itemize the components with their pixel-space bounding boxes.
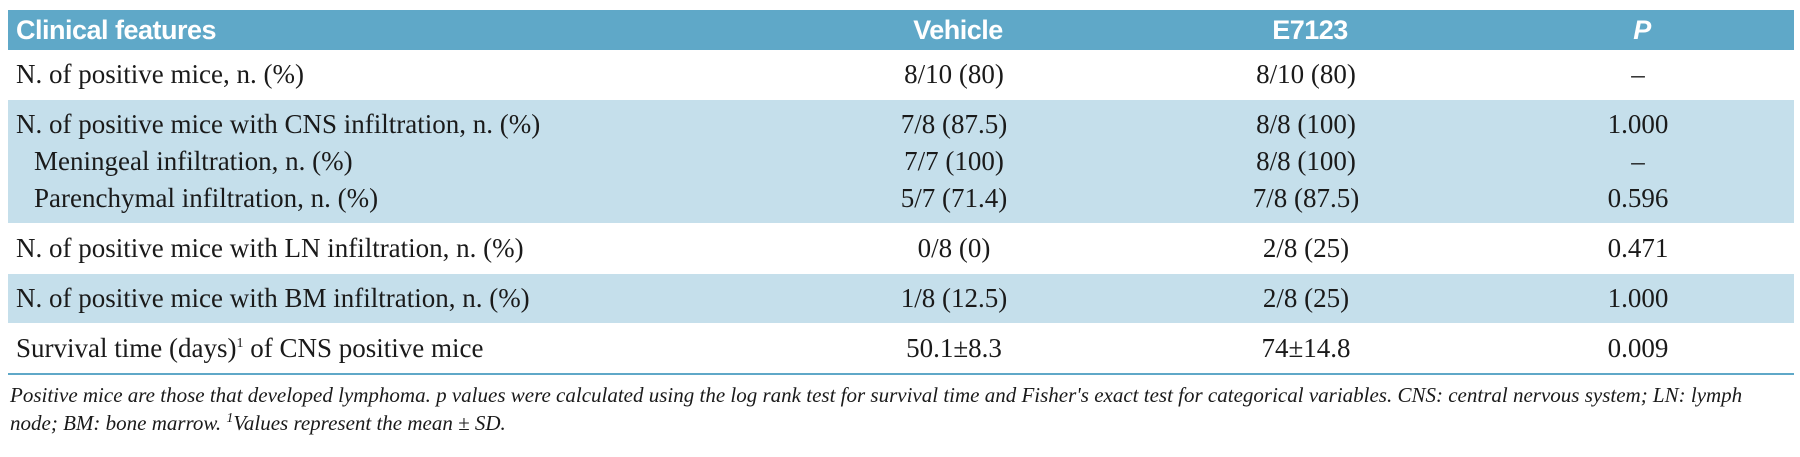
e7123-cell: 8/8 (100) — [1256, 109, 1356, 139]
e7123-cell: 7/8 (87.5) — [1252, 183, 1360, 213]
p-cell: 0.471 — [1482, 223, 1794, 274]
header-p-value: P — [1482, 10, 1794, 50]
e7123-cell: 8/8 (100) — [1256, 146, 1356, 176]
row-label-sub: Parenchymal infiltration, n. (%) — [34, 183, 379, 213]
table-header-row: Clinical features Vehicle E7123 P — [8, 10, 1794, 50]
table-row: N. of positive mice, n. (%) 8/10 (80) 8/… — [8, 50, 1794, 100]
footnote-marker: 1 — [236, 336, 244, 351]
table-row-group-cns: N. of positive mice with CNS infiltratio… — [8, 99, 1794, 224]
table-row: N. of positive mice with LN infiltration… — [8, 223, 1794, 274]
row-label-text: Survival time (days) — [16, 333, 237, 363]
p-cell: 0.596 — [1607, 183, 1669, 213]
header-e7123: E7123 — [1130, 10, 1482, 50]
vehicle-cell: 7/7 (100) — [904, 146, 1004, 176]
vehicle-cell: 1/8 (12.5) — [778, 273, 1130, 324]
header-vehicle: Vehicle — [778, 10, 1130, 50]
table-row: N. of positive mice with BM infiltration… — [8, 273, 1794, 324]
row-label: N. of positive mice, n. (%) — [8, 50, 778, 100]
vehicle-cell: 8/10 (80) — [778, 50, 1130, 100]
p-cell: – — [1482, 50, 1794, 100]
vehicle-cell: 50.1±8.3 — [778, 323, 1130, 375]
p-cell: – — [1631, 146, 1645, 176]
row-label: Survival time (days)1 of CNS positive mi… — [8, 323, 778, 375]
p-cell-group: 1.000 – 0.596 — [1482, 99, 1794, 224]
p-cell: 1.000 — [1482, 273, 1794, 324]
p-cell: 0.009 — [1482, 323, 1794, 375]
footnote-text: Positive mice are those that developed l… — [10, 383, 1743, 435]
e7123-cell: 2/8 (25) — [1130, 273, 1482, 324]
row-label-text: of CNS positive mice — [243, 333, 484, 363]
vehicle-cell: 7/8 (87.5) — [900, 109, 1008, 139]
e7123-cell: 74±14.8 — [1130, 323, 1482, 375]
row-label: N. of positive mice with CNS infiltratio… — [16, 109, 541, 139]
table-row: Survival time (days)1 of CNS positive mi… — [8, 323, 1794, 375]
row-label: N. of positive mice with LN infiltration… — [8, 223, 778, 274]
e7123-cell-group: 8/8 (100) 8/8 (100) 7/8 (87.5) — [1130, 99, 1482, 224]
header-clinical-features: Clinical features — [8, 10, 778, 50]
e7123-cell: 8/10 (80) — [1130, 50, 1482, 100]
vehicle-cell-group: 7/8 (87.5) 7/7 (100) 5/7 (71.4) — [778, 99, 1130, 224]
footnote-text: Values represent the mean ± SD. — [233, 411, 506, 435]
clinical-features-table: Clinical features Vehicle E7123 P N. of … — [8, 10, 1794, 375]
row-label-sub: Meningeal infiltration, n. (%) — [34, 146, 353, 176]
table-container: Clinical features Vehicle E7123 P N. of … — [8, 10, 1794, 437]
row-label: N. of positive mice with BM infiltration… — [8, 273, 778, 324]
row-label-group: N. of positive mice with CNS infiltratio… — [8, 99, 778, 224]
p-cell: 1.000 — [1607, 109, 1669, 139]
table-footnote: Positive mice are those that developed l… — [8, 381, 1794, 437]
footnote-marker: 1 — [226, 411, 234, 426]
vehicle-cell: 0/8 (0) — [778, 223, 1130, 274]
vehicle-cell: 5/7 (71.4) — [900, 183, 1008, 213]
e7123-cell: 2/8 (25) — [1130, 223, 1482, 274]
